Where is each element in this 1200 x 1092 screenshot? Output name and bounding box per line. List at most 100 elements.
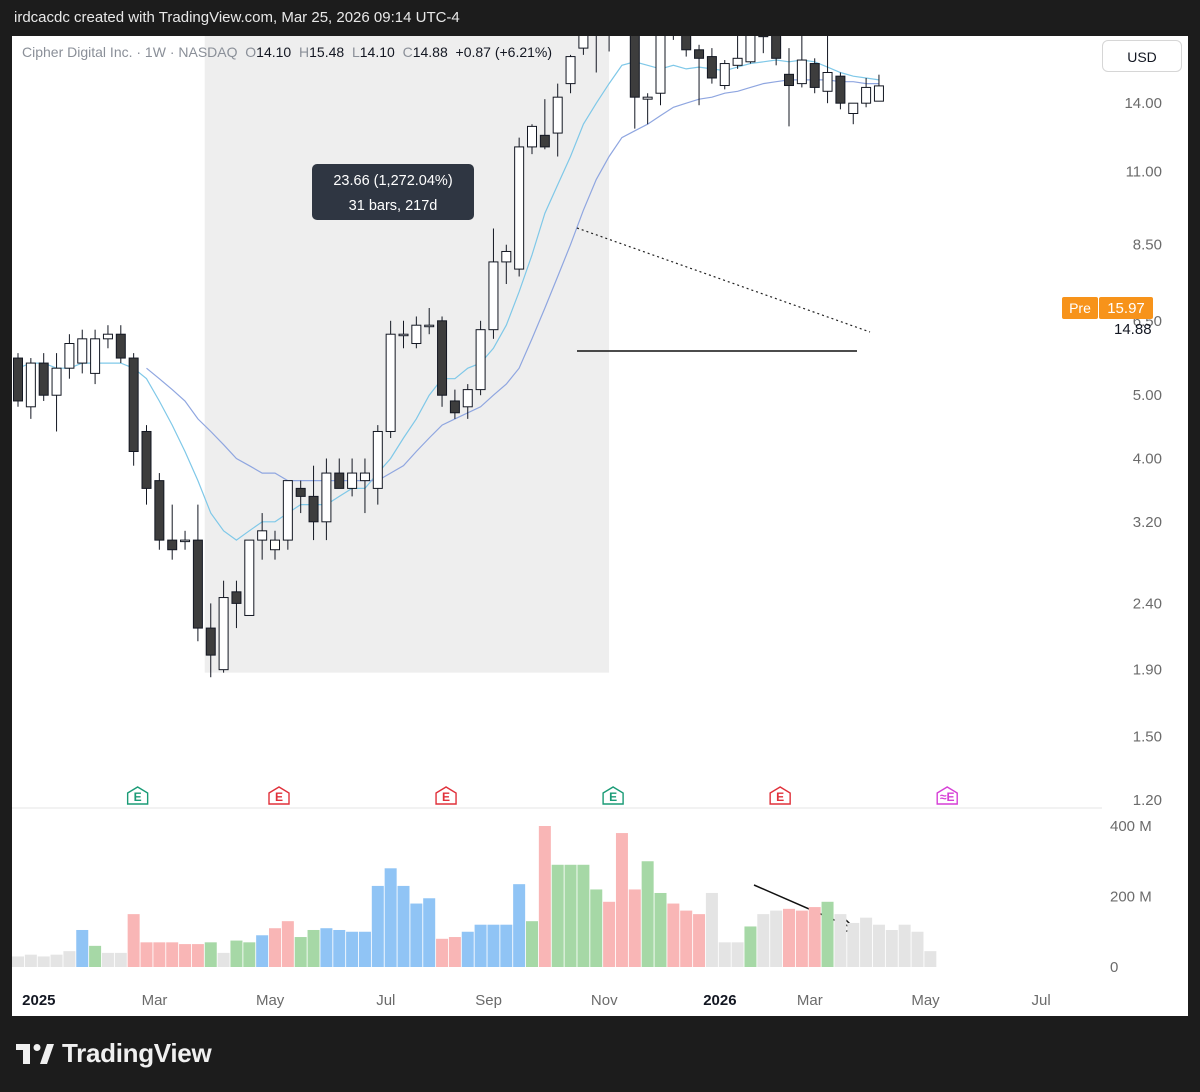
- candle: [809, 58, 820, 94]
- candle: [861, 78, 872, 108]
- candle: [308, 465, 319, 541]
- candle: [372, 425, 383, 505]
- tradingview-logo[interactable]: TradingView: [16, 1038, 212, 1069]
- symbol-legend: Cipher Digital Inc. · 1W · NASDAQ O14.10…: [22, 44, 552, 60]
- pre-label: Pre: [1069, 300, 1091, 316]
- volume-bar: [744, 926, 757, 967]
- candle: [642, 93, 653, 125]
- earnings-label: E: [776, 790, 784, 804]
- volume-bar: [24, 954, 37, 967]
- volume-bar: [166, 942, 179, 967]
- candle: [180, 530, 191, 550]
- candle-body: [873, 85, 884, 102]
- candle-body: [462, 389, 473, 408]
- candle: [64, 334, 75, 379]
- time-axis: 2025 Mar May Jul Sep Nov 2026 Mar May Jul: [22, 992, 1051, 1009]
- candle: [475, 320, 486, 396]
- volume-bar: [461, 931, 474, 967]
- earnings-badge: [602, 786, 624, 805]
- volume-bar: [898, 924, 911, 967]
- price-tick-label: 1.90: [1133, 662, 1162, 679]
- moving-averages: [17, 59, 879, 541]
- candle-body: [719, 63, 730, 87]
- candle-body: [745, 16, 756, 63]
- volume-bar: [243, 942, 256, 967]
- candle-body: [501, 250, 512, 263]
- candle-body: [154, 480, 165, 541]
- legend-l-value: 14.10: [359, 44, 395, 60]
- candle-body: [321, 472, 332, 523]
- price-tick-label: 5.00: [1133, 387, 1162, 404]
- attribution-text: irdcacdc created with TradingView.com, M…: [14, 9, 460, 26]
- volume-bar: [474, 924, 487, 967]
- candle: [359, 458, 370, 514]
- candle: [231, 580, 242, 629]
- time-tick-label: Jul: [376, 992, 395, 1009]
- candle-body: [180, 539, 191, 543]
- earnings-marker[interactable]: E: [602, 786, 624, 805]
- volume-bar: [384, 868, 397, 967]
- candle-body: [578, 23, 589, 49]
- currency-button[interactable]: USD: [1102, 40, 1182, 72]
- volume-bar: [230, 940, 243, 967]
- candle-body: [527, 125, 537, 148]
- candle: [192, 504, 203, 642]
- legend-c-value: 14.88: [412, 44, 448, 60]
- volume-tick-label: 400 M: [1110, 818, 1152, 835]
- earnings-label: E: [275, 790, 283, 804]
- candle-body: [437, 320, 448, 396]
- ma-fast-line: [17, 59, 879, 541]
- candle-body: [784, 73, 794, 87]
- candle-body: [192, 539, 203, 629]
- candle: [334, 458, 345, 489]
- volume-bar: [127, 914, 140, 967]
- chart-canvas[interactable]: E E E E E ≈E 14.0011.008.506.505.004.003.202.…: [12, 0, 1188, 1016]
- volume-bar: [191, 944, 204, 967]
- earnings-markers: E E E E E ≈E: [126, 786, 958, 805]
- candle-body: [308, 495, 319, 523]
- earnings-marker[interactable]: ≈E: [936, 786, 958, 805]
- volume-bar: [371, 885, 384, 967]
- candle: [629, 0, 640, 129]
- candle-body: [372, 430, 383, 489]
- brand-name: TradingView: [62, 1038, 212, 1068]
- legend-o-label: O: [245, 44, 257, 60]
- candle: [527, 124, 537, 155]
- earnings-marker[interactable]: E: [126, 786, 149, 805]
- candle: [154, 473, 165, 550]
- tradingview-logo-icon: [16, 1043, 54, 1064]
- volume-bar: [307, 929, 320, 967]
- candle-body: [758, 23, 769, 38]
- candle: [385, 320, 396, 438]
- candle: [411, 316, 422, 349]
- earnings-marker[interactable]: E: [769, 786, 791, 805]
- candle: [565, 54, 576, 94]
- volume-bar: [615, 833, 628, 967]
- volume-bar: [628, 889, 641, 967]
- volume-bar: [551, 864, 564, 967]
- volume-bar: [770, 910, 783, 967]
- earnings-badge: [769, 786, 791, 805]
- trend-drawings: [576, 227, 871, 933]
- candle-body: [38, 362, 49, 396]
- earnings-marker[interactable]: E: [268, 786, 290, 805]
- candle-body: [861, 86, 872, 104]
- candle: [282, 480, 293, 550]
- candle: [668, 0, 679, 40]
- candle: [732, 35, 743, 69]
- pre-price-tag: Pre 15.97: [1062, 297, 1153, 319]
- candle-body: [385, 333, 396, 432]
- candle: [115, 325, 126, 364]
- candle-body: [64, 343, 75, 369]
- measure-range-box[interactable]: [204, 0, 610, 673]
- time-tick-label: Nov: [591, 992, 618, 1009]
- candle-body: [13, 357, 23, 402]
- earnings-marker[interactable]: E: [435, 786, 457, 805]
- candle: [501, 244, 512, 285]
- candle-body: [514, 146, 525, 270]
- candle: [796, 35, 807, 88]
- candle-body: [231, 591, 242, 604]
- chart-frame[interactable]: E E E E E ≈E 14.00 11.00 8.50 6.50 5.00 4.00 3.20 2.…: [12, 0, 1188, 1016]
- time-tick-label: Mar: [797, 992, 823, 1009]
- candle-body: [398, 333, 409, 337]
